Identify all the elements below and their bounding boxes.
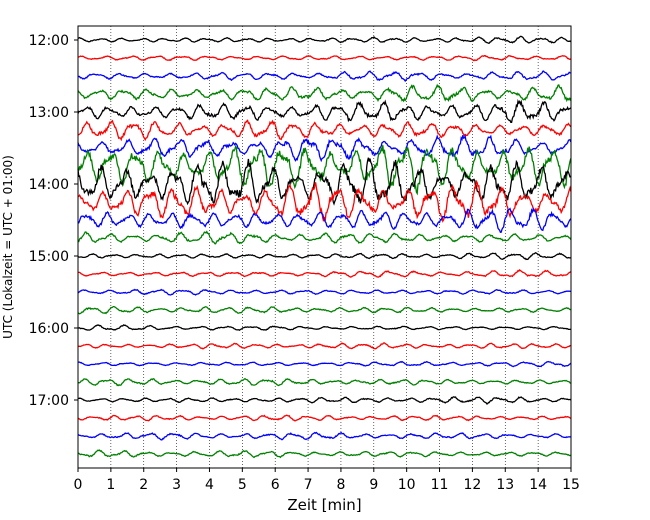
x-tick-label: 6 (271, 477, 280, 493)
trace-1245 (77, 83, 572, 103)
trace-1200 (77, 35, 572, 44)
trace-1330 (77, 134, 572, 163)
trace-1315 (77, 119, 572, 142)
trace-1430 (77, 206, 572, 234)
trace-1215 (77, 54, 571, 62)
trace-1445 (77, 230, 572, 245)
y-tick-label: 16:00 (29, 321, 69, 337)
x-tick-label: 12 (463, 477, 481, 493)
x-tick-label: 8 (336, 477, 345, 493)
x-tick-label: 3 (172, 477, 181, 493)
trace-1230 (77, 70, 571, 83)
trace-1600 (77, 324, 571, 331)
x-tick-label: 0 (74, 477, 83, 493)
trace-1300 (77, 98, 572, 123)
seismic-traces (77, 35, 572, 459)
trace-1730 (77, 431, 572, 441)
trace-1500 (77, 252, 572, 261)
trace-1415 (77, 179, 572, 223)
x-tick-label: 11 (431, 477, 449, 493)
x-axis-label: Zeit [min] (287, 496, 361, 514)
trace-1615 (77, 342, 571, 350)
x-tick-label: 15 (562, 477, 580, 493)
y-tick-label: 14:00 (29, 177, 69, 193)
x-tick-label: 5 (238, 477, 247, 493)
trace-1530 (77, 288, 571, 296)
x-tick-label: 10 (398, 477, 416, 493)
x-tick-label: 1 (106, 477, 115, 493)
x-tick-label: 7 (304, 477, 313, 493)
x-tick-label: 2 (139, 477, 148, 493)
y-tick-label: 13:00 (29, 105, 69, 121)
trace-1515 (78, 268, 572, 278)
trace-1630 (77, 360, 572, 368)
trace-1400 (77, 157, 571, 206)
x-tick-label: 14 (529, 477, 547, 493)
trace-1545 (77, 305, 571, 315)
x-tick-label: 9 (369, 477, 378, 493)
trace-1715 (77, 414, 572, 422)
trace-1745 (77, 449, 572, 459)
trace-1700 (77, 396, 572, 405)
plot-frame (77, 25, 572, 469)
trace-1645 (77, 377, 572, 387)
y-tick-label: 17:00 (29, 393, 69, 409)
y-tick-label: 15:00 (29, 249, 69, 265)
x-tick-label: 4 (205, 477, 214, 493)
y-tick-label: 12:00 (29, 33, 69, 49)
y-axis-label: UTC (Lokalzeit = UTC + 01:00) (1, 155, 15, 339)
x-tick-label: 13 (496, 477, 514, 493)
axis-ticks: 0 1 2 3 4 5 6 7 8 9 10 11 12 13 14 1512:0013:0014:0015:… (29, 33, 580, 493)
